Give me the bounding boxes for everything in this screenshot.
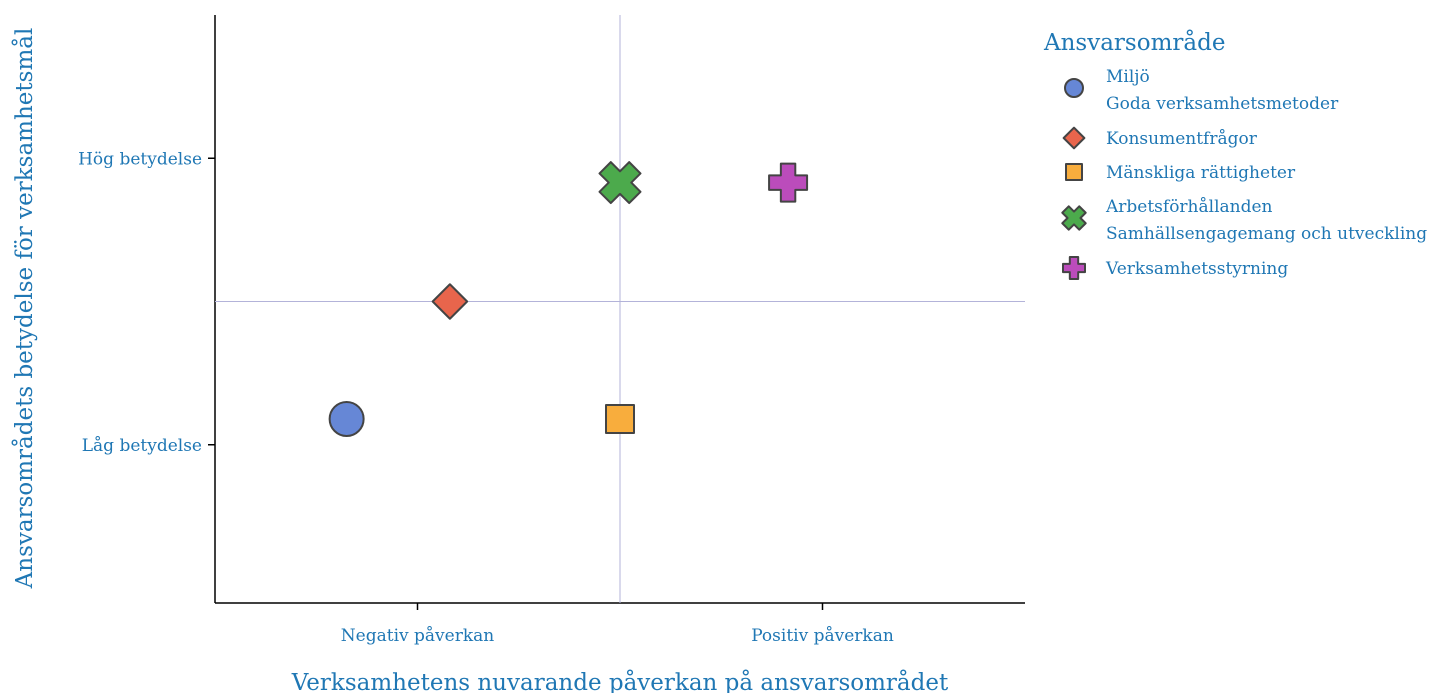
y-ticks: Låg betydelse Hög betydelse [78,149,215,456]
legend-item: Arbetsförhållanden Samhällsengagemang och… [1061,197,1427,244]
legend-items: Miljö Goda verksamhetsmetoder Konsumentfrå… [1061,67,1427,280]
legend-label-line2: Samhällsengagemang och utveckling [1106,224,1427,244]
y-tick-label: Låg betydelse [82,436,202,456]
legend-square-icon [1065,163,1083,181]
legend-label: Verksamhetsstyrning [1105,259,1288,279]
reference-lines [215,15,1025,603]
legend-item: Miljö Goda verksamhetsmetoder [1064,67,1339,114]
legend-circle-icon [1064,78,1084,98]
legend-cross-icon [1062,256,1086,280]
legend: Ansvarsområde Miljö Goda verksamhetsmetod… [1043,29,1427,280]
legend-label-line2: Goda verksamhetsmetoder [1106,94,1339,114]
legend-item: Verksamhetsstyrning [1062,256,1288,280]
legend-x-icon [1061,205,1087,231]
data-point-circle [328,400,365,437]
x-tick-label: Negativ påverkan [341,626,494,646]
legend-title: Ansvarsområde [1043,29,1225,56]
x-ticks: Negativ påverkan Positiv påverkan [341,603,894,646]
legend-item: Mänskliga rättigheter [1065,163,1296,183]
data-point-diamond [431,283,469,320]
legend-label: Mänskliga rättigheter [1106,163,1296,183]
legend-label: Konsumentfrågor [1106,129,1258,149]
legend-label: Arbetsförhållanden [1105,197,1273,217]
legend-diamond-icon [1062,126,1086,150]
legend-label: Miljö [1106,67,1150,87]
y-axis-title: Ansvarsområdets betydelse för verksamhet… [11,28,38,590]
data-point-cross [768,162,809,203]
data-markers [328,161,809,437]
data-point-x [598,161,642,205]
legend-item: Konsumentfrågor [1062,126,1258,150]
y-tick-label: Hög betydelse [78,149,202,169]
data-point-square [605,403,635,434]
x-axis-title: Verksamhetens nuvarande påverkan på ansv… [291,669,949,693]
plot-area: Negativ påverkan Positiv påverkan Låg bet… [78,15,1025,646]
x-tick-label: Positiv påverkan [751,626,894,646]
